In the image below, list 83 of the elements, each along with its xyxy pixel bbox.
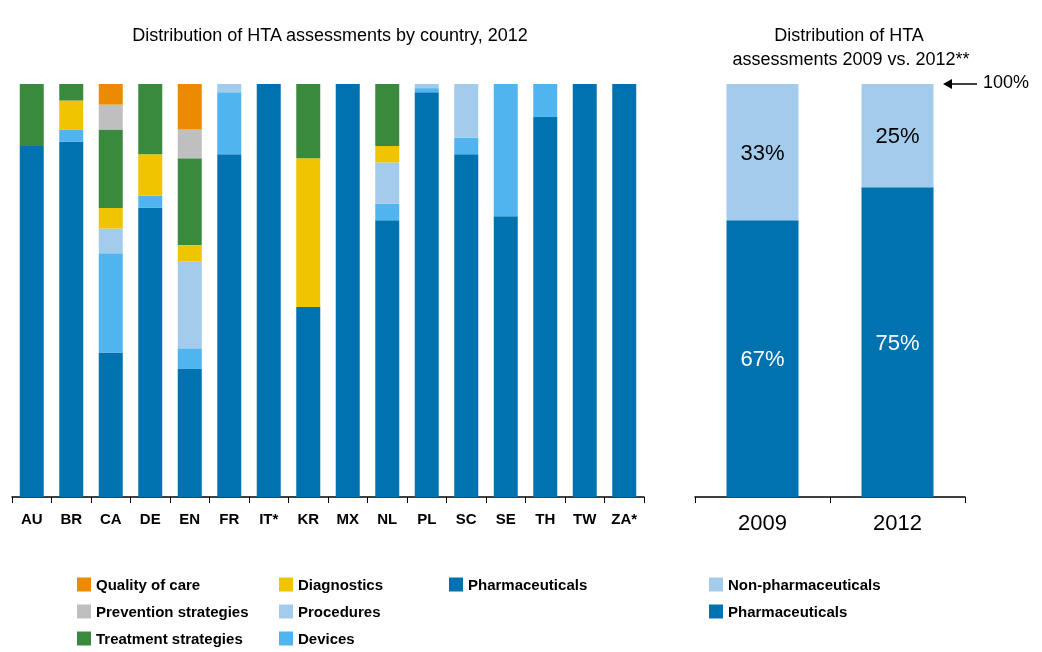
bar [296, 158, 321, 308]
bar [375, 84, 400, 146]
bar [296, 84, 321, 159]
bar [572, 84, 597, 497]
bar [177, 245, 202, 262]
bar [217, 92, 242, 155]
bar [177, 261, 202, 349]
bar [533, 84, 558, 118]
bar [59, 129, 84, 142]
bar [454, 84, 479, 138]
bar [375, 145, 400, 163]
bar [98, 104, 123, 130]
bar [98, 352, 123, 497]
bar [414, 92, 439, 497]
legend-label: Pharmaceuticals [468, 576, 588, 593]
bar [138, 195, 163, 208]
x-tick-label: SC [455, 510, 477, 527]
bar [138, 154, 163, 196]
x-tick-label: 2009 [738, 509, 787, 535]
bar [177, 84, 202, 130]
bar [375, 203, 400, 221]
x-tick-label: PL [417, 510, 437, 527]
legend-label: Diagnostics [298, 576, 384, 593]
legend-label: Prevention strategies [96, 603, 249, 620]
x-tick-label: DE [139, 510, 161, 527]
x-tick-label: SE [495, 510, 516, 527]
data-label: 75% [875, 329, 920, 355]
legend-label: Quality of care [96, 576, 201, 593]
legend-label: Devices [298, 630, 355, 647]
x-tick-label: CA [99, 510, 122, 527]
bar [98, 129, 123, 208]
bar [177, 129, 202, 159]
bar [375, 162, 400, 204]
bar [19, 145, 44, 497]
bar [98, 228, 123, 254]
chart-title: Distribution of HTA assessments by country, 2012 [132, 25, 528, 45]
bar [217, 154, 242, 497]
x-tick-label: ZA* [611, 510, 638, 527]
bar [414, 84, 439, 89]
bar [59, 100, 84, 130]
x-tick-label: TW [573, 510, 598, 527]
x-tick-label: 2012 [873, 509, 922, 535]
data-label: 33% [740, 139, 785, 165]
x-tick-label: IT* [259, 510, 279, 527]
bar [98, 84, 123, 105]
bar [138, 84, 163, 155]
bar [335, 84, 360, 497]
text: 100% [983, 72, 1030, 92]
bar [98, 207, 123, 229]
x-tick-label: NL [377, 510, 398, 527]
x-tick-label: TH [535, 510, 556, 527]
bar [19, 84, 44, 146]
legend-label: Procedures [298, 603, 381, 620]
data-label: 67% [740, 346, 785, 372]
bar [98, 253, 123, 353]
bar [493, 84, 518, 217]
bar [177, 368, 202, 497]
x-tick-label: AU [20, 510, 43, 527]
bar [375, 220, 400, 497]
legend-label: Treatment strategies [96, 630, 243, 647]
bar [59, 141, 84, 497]
bar [454, 154, 479, 497]
x-tick-label: FR [219, 510, 240, 527]
bar [177, 348, 202, 369]
bar [138, 207, 163, 497]
legend-label: Pharmaceuticals [728, 603, 848, 620]
x-tick-label: BR [60, 510, 83, 527]
bar [414, 88, 439, 93]
bar [217, 84, 242, 93]
x-tick-label: KR [297, 510, 320, 527]
bar [454, 137, 479, 155]
data-label: 25% [875, 123, 920, 149]
bar [612, 84, 637, 497]
bar [256, 84, 281, 497]
chart-title: Distribution of HTA assessments 2009 vs. 2012** [732, 25, 970, 69]
bar [177, 158, 202, 246]
bar [533, 117, 558, 497]
x-tick-label: MX [336, 510, 359, 527]
bar [59, 84, 84, 101]
legend-label: Non-pharmaceuticals [728, 576, 881, 593]
bar [296, 307, 321, 497]
x-tick-label: EN [179, 510, 201, 527]
bar [493, 216, 518, 497]
